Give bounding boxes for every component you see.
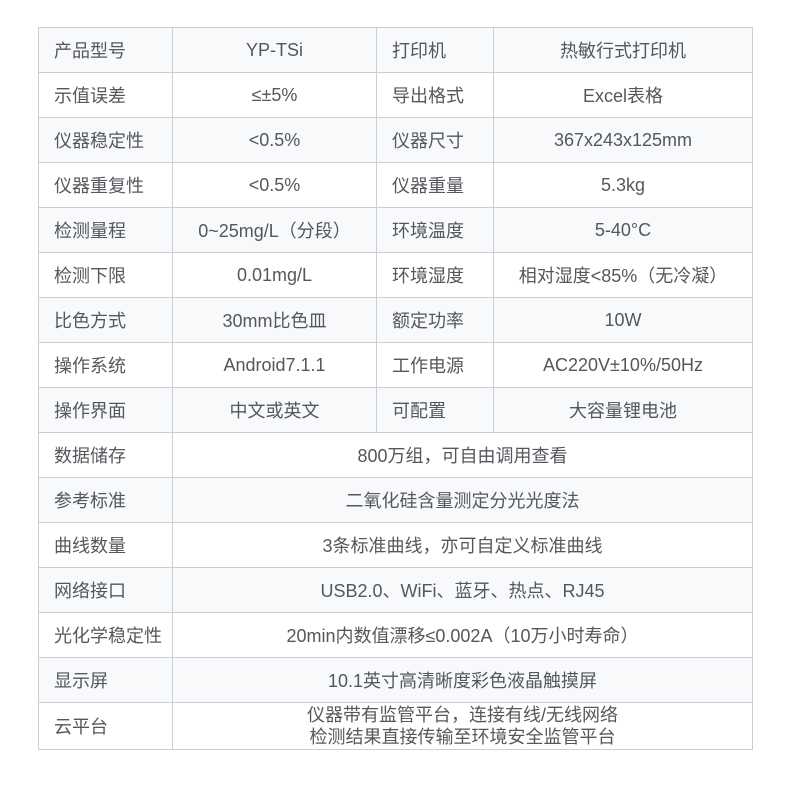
spec-label: 云平台: [38, 702, 173, 750]
spec-value: 二氧化硅含量测定分光光度法: [172, 477, 753, 523]
spec-label: 打印机: [376, 27, 494, 73]
spec-label: 数据储存: [38, 432, 173, 478]
spec-label: 比色方式: [38, 297, 173, 343]
spec-value: 10W: [493, 297, 753, 343]
spec-value: 热敏行式打印机: [493, 27, 753, 73]
spec-row: 云平台 仪器带有监管平台，连接有线/无线网络 检测结果直接传输至环境安全监管平台: [38, 702, 753, 750]
spec-sheet: 产品型号 YP-TSi 打印机 热敏行式打印机 示值误差 ≤±5% 导出格式 E…: [38, 27, 753, 750]
spec-row: 检测下限 0.01mg/L 环境湿度 相对湿度<85%（无冷凝）: [38, 252, 753, 298]
spec-label: 曲线数量: [38, 522, 173, 568]
spec-row: 光化学稳定性 20min内数值漂移≤0.002A（10万小时寿命）: [38, 612, 753, 658]
spec-row: 操作界面 中文或英文 可配置 大容量锂电池: [38, 387, 753, 433]
spec-label: 检测下限: [38, 252, 173, 298]
spec-label: 仪器稳定性: [38, 117, 173, 163]
spec-label: 操作系统: [38, 342, 173, 388]
spec-label: 仪器尺寸: [376, 117, 494, 163]
spec-row: 网络接口 USB2.0、WiFi、蓝牙、热点、RJ45: [38, 567, 753, 613]
spec-value: 中文或英文: [172, 387, 377, 433]
spec-label: 网络接口: [38, 567, 173, 613]
spec-value: 367x243x125mm: [493, 117, 753, 163]
spec-row: 参考标准 二氧化硅含量测定分光光度法: [38, 477, 753, 523]
spec-label: 仪器重量: [376, 162, 494, 208]
spec-label: 导出格式: [376, 72, 494, 118]
spec-row: 产品型号 YP-TSi 打印机 热敏行式打印机: [38, 27, 753, 73]
spec-label: 光化学稳定性: [38, 612, 173, 658]
spec-value: Excel表格: [493, 72, 753, 118]
spec-label: 示值误差: [38, 72, 173, 118]
spec-value-line: 仪器带有监管平台，连接有线/无线网络: [307, 705, 618, 725]
spec-table: 产品型号 YP-TSi 打印机 热敏行式打印机 示值误差 ≤±5% 导出格式 E…: [38, 27, 753, 750]
spec-value: USB2.0、WiFi、蓝牙、热点、RJ45: [172, 567, 753, 613]
spec-row: 显示屏 10.1英寸高清晰度彩色液晶触摸屏: [38, 657, 753, 703]
spec-value: AC220V±10%/50Hz: [493, 342, 753, 388]
spec-label: 参考标准: [38, 477, 173, 523]
spec-label: 环境湿度: [376, 252, 494, 298]
spec-value: 0.01mg/L: [172, 252, 377, 298]
spec-value: ≤±5%: [172, 72, 377, 118]
spec-value: YP-TSi: [172, 27, 377, 73]
spec-value: 0~25mg/L（分段）: [172, 207, 377, 253]
spec-value: 5.3kg: [493, 162, 753, 208]
spec-value: 10.1英寸高清晰度彩色液晶触摸屏: [172, 657, 753, 703]
spec-label: 操作界面: [38, 387, 173, 433]
spec-row: 比色方式 30mm比色皿 额定功率 10W: [38, 297, 753, 343]
spec-value: 3条标准曲线，亦可自定义标准曲线: [172, 522, 753, 568]
spec-value: 相对湿度<85%（无冷凝）: [493, 252, 753, 298]
spec-label: 仪器重复性: [38, 162, 173, 208]
spec-value: <0.5%: [172, 117, 377, 163]
spec-value: 800万组，可自由调用查看: [172, 432, 753, 478]
spec-row: 示值误差 ≤±5% 导出格式 Excel表格: [38, 72, 753, 118]
spec-value: 5-40°C: [493, 207, 753, 253]
spec-row: 数据储存 800万组，可自由调用查看: [38, 432, 753, 478]
spec-label: 额定功率: [376, 297, 494, 343]
spec-row: 操作系统 Android7.1.1 工作电源 AC220V±10%/50Hz: [38, 342, 753, 388]
spec-label: 可配置: [376, 387, 494, 433]
spec-row: 检测量程 0~25mg/L（分段） 环境温度 5-40°C: [38, 207, 753, 253]
spec-value: Android7.1.1: [172, 342, 377, 388]
spec-label: 产品型号: [38, 27, 173, 73]
spec-label: 检测量程: [38, 207, 173, 253]
spec-row: 仪器重复性 <0.5% 仪器重量 5.3kg: [38, 162, 753, 208]
spec-row: 仪器稳定性 <0.5% 仪器尺寸 367x243x125mm: [38, 117, 753, 163]
spec-value: 仪器带有监管平台，连接有线/无线网络 检测结果直接传输至环境安全监管平台: [172, 702, 753, 750]
spec-value: 大容量锂电池: [493, 387, 753, 433]
spec-label: 环境温度: [376, 207, 494, 253]
spec-value: 30mm比色皿: [172, 297, 377, 343]
spec-row: 曲线数量 3条标准曲线，亦可自定义标准曲线: [38, 522, 753, 568]
spec-value: <0.5%: [172, 162, 377, 208]
spec-label: 显示屏: [38, 657, 173, 703]
spec-label: 工作电源: [376, 342, 494, 388]
spec-value-line: 检测结果直接传输至环境安全监管平台: [309, 727, 616, 747]
spec-value: 20min内数值漂移≤0.002A（10万小时寿命）: [172, 612, 753, 658]
